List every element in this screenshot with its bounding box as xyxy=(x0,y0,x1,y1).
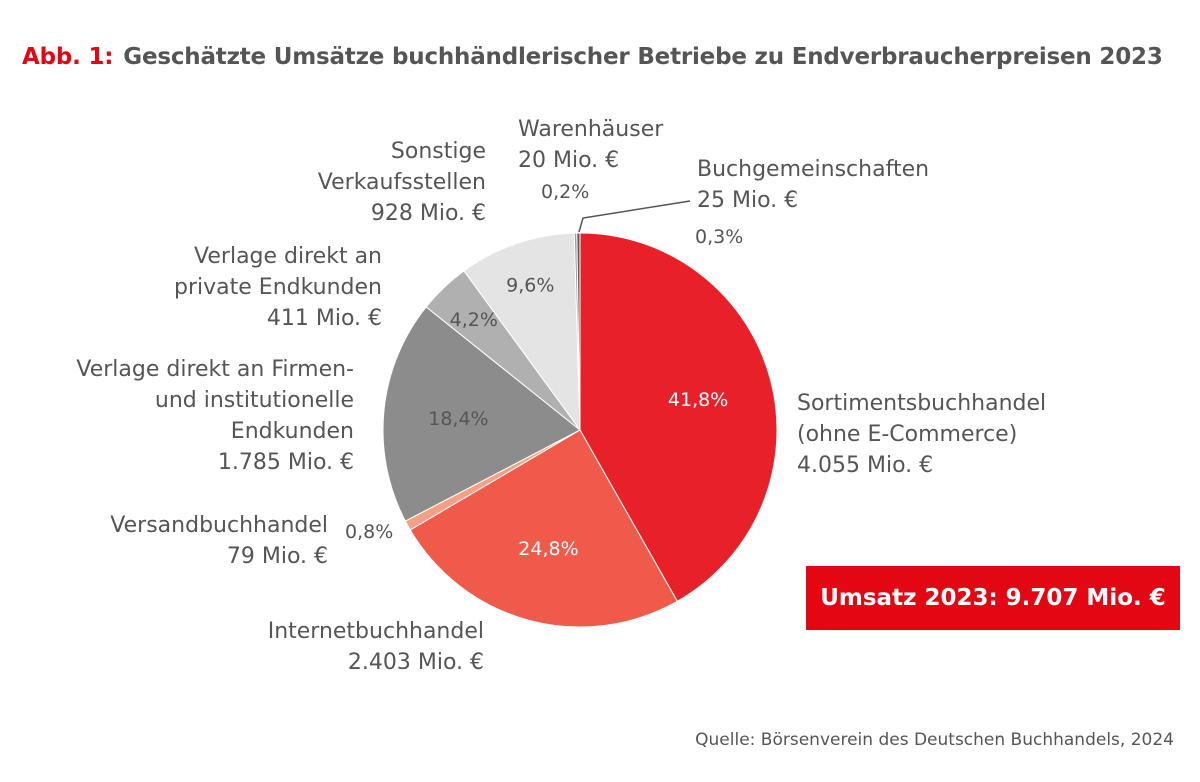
leader-line-buchgemeinschaften xyxy=(578,200,691,233)
pie-slice-percent-1: 24,8% xyxy=(518,538,578,560)
label-warenhaeuser-name: Warenhäuser xyxy=(518,117,664,142)
label-internetbuchhandel-name: Internetbuchhandel xyxy=(267,619,484,644)
label-internetbuchhandel: Internetbuchhandel 2.403 Mio. € xyxy=(268,616,484,678)
label-buchgemeinschaften-name: Buchgemeinschaften xyxy=(697,157,930,182)
pie-slice-percent-3: 18,4% xyxy=(428,408,488,430)
label-versandbuchhandel: Versandbuchhandel 79 Mio. € xyxy=(110,510,328,572)
pie-slice-1 xyxy=(409,429,678,628)
label-verlage-firmen: Verlage direkt an Firmen- und institutio… xyxy=(76,354,354,478)
label-verlage-privat: Verlage direkt an private Endkunden 411 … xyxy=(174,241,382,334)
label-verlage-privat-name-1: Verlage direkt an xyxy=(194,244,382,269)
label-buchgemeinschaften-value: 25 Mio. € xyxy=(697,188,799,213)
pie-slice-percent-5: 9,6% xyxy=(506,275,554,297)
label-buchgemeinschaften: Buchgemeinschaften 25 Mio. € xyxy=(697,154,929,216)
label-sortimentsbuchhandel: Sortimentsbuchhandel (ohne E-Commerce) 4… xyxy=(797,388,1046,481)
pie-slice-percent-0: 41,8% xyxy=(668,389,728,411)
pie-slice-5 xyxy=(463,232,581,432)
label-versandbuchhandel-name: Versandbuchhandel xyxy=(110,513,328,538)
pie-slice-7 xyxy=(576,232,581,431)
chart-title: Abb. 1: Geschätzte Umsätze buchhändlerisc… xyxy=(22,44,1163,70)
label-verlage-privat-name-2: private Endkunden xyxy=(174,275,382,300)
label-verlage-firmen-value: 1.785 Mio. € xyxy=(217,450,354,475)
figure-number: Abb. 1: xyxy=(22,44,114,70)
label-internetbuchhandel-value: 2.403 Mio. € xyxy=(347,650,484,675)
source-note: Quelle: Börsenverein des Deutschen Buchh… xyxy=(695,730,1174,750)
label-sortimentsbuchhandel-name-2: (ohne E-Commerce) xyxy=(797,422,1018,447)
label-sonstige: Sonstige Verkaufsstellen 928 Mio. € xyxy=(318,136,486,229)
title-text: Geschätzte Umsätze buchhändlerischer Bet… xyxy=(123,44,1163,70)
percent-buchgemeinschaften: 0,3% xyxy=(695,226,744,248)
percent-warenhaeuser: 0,2% xyxy=(541,181,590,203)
total-revenue-badge: Umsatz 2023: 9.707 Mio. € xyxy=(806,566,1180,630)
label-verlage-firmen-name-3: Endkunden xyxy=(230,419,354,444)
pie-slice-3 xyxy=(382,306,581,522)
pie-slice-percent-4: 4,2% xyxy=(450,309,498,331)
label-sonstige-name-1: Sonstige xyxy=(390,139,486,164)
label-sonstige-name-2: Verkaufsstellen xyxy=(317,170,486,195)
label-warenhaeuser: Warenhäuser 20 Mio. € xyxy=(518,114,663,176)
label-warenhaeuser-value: 20 Mio. € xyxy=(518,148,620,173)
pie-slice-0 xyxy=(579,232,778,602)
label-verlage-firmen-name-2: und institutionelle xyxy=(154,388,354,413)
label-verlage-firmen-name-1: Verlage direkt an Firmen- xyxy=(76,357,354,382)
label-verlage-privat-value: 411 Mio. € xyxy=(266,306,382,331)
label-versandbuchhandel-value: 79 Mio. € xyxy=(226,544,328,569)
percent-versandbuchhandel: 0,8% xyxy=(345,521,394,543)
label-sortimentsbuchhandel-value: 4.055 Mio. € xyxy=(797,453,934,478)
label-sortimentsbuchhandel-name-1: Sortimentsbuchhandel xyxy=(797,391,1047,416)
label-sonstige-value: 928 Mio. € xyxy=(370,201,486,226)
